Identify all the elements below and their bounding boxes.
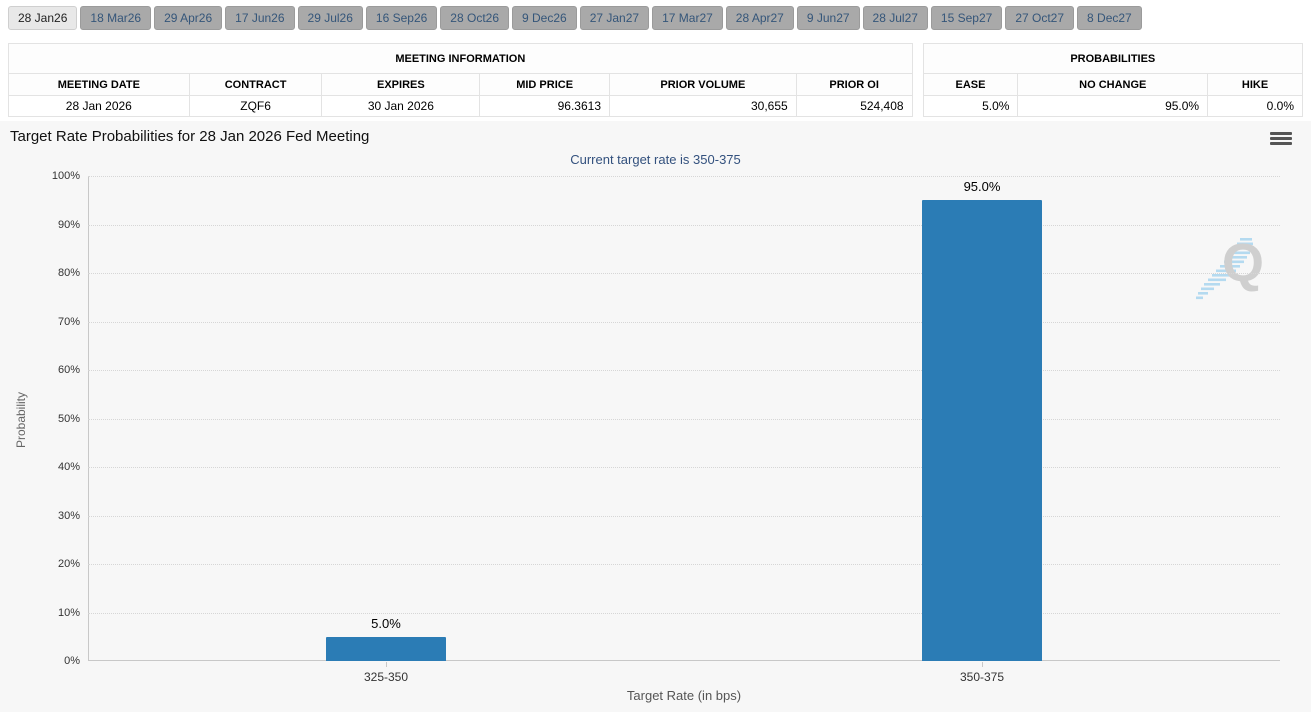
meeting-date-tab-bar: 28 Jan26 18 Mar26 29 Apr26 17 Jun26 29 Jul26… <box>0 0 1311 34</box>
meeting-table-value-cell: 30 Jan 2026 <box>321 95 481 117</box>
summary-tables-row: MEETING INFORMATION MEETING DATE CONTRACT E… <box>8 43 1304 117</box>
meeting-information-table: MEETING INFORMATION MEETING DATE CONTRACT E… <box>8 43 913 117</box>
y-axis-tick-label: 0% <box>64 655 80 667</box>
meeting-table-value-cell: 96.3613 <box>479 95 611 117</box>
y-gridline <box>88 612 1280 614</box>
y-axis-tick-label: 60% <box>57 364 80 376</box>
y-gridline <box>88 224 1280 226</box>
y-gridline <box>88 273 1280 274</box>
meeting-table-column-header: EXPIRES <box>321 73 481 96</box>
y-gridline <box>88 370 1280 371</box>
prob-table-column-header: HIKE <box>1207 73 1303 96</box>
y-axis-tick-label: 40% <box>57 461 80 473</box>
prob-table-value-cell: 95.0% <box>1017 95 1209 117</box>
x-axis-category-label: 350-375 <box>959 670 1005 684</box>
y-gridline <box>88 515 1280 517</box>
meeting-date-tab[interactable]: 8 Dec27 <box>1077 6 1142 30</box>
meeting-date-tab[interactable]: 16 Sep26 <box>365 6 438 30</box>
meeting-table-column-header: MEETING DATE <box>8 73 190 96</box>
meeting-table-column-header: CONTRACT <box>188 73 323 96</box>
probability-bar[interactable] <box>326 636 446 661</box>
y-axis-tick-label: 50% <box>57 412 80 425</box>
y-axis-tick-label: 100% <box>51 170 80 182</box>
prob-table-column-header: EASE <box>922 73 1019 96</box>
y-gridline <box>88 418 1280 420</box>
y-axis-tick-label: 30% <box>57 509 80 522</box>
watermark-q-letter: Q <box>1221 233 1264 293</box>
probabilities-table: PROBABILITIES EASE NO CHANGE HIKE 5.0% 95.0% 0… <box>922 43 1304 117</box>
y-axis-tick-label: 70% <box>57 315 80 328</box>
y-axis-tick-label: 80% <box>57 267 80 279</box>
y-gridline <box>88 467 1280 468</box>
meeting-date-tab[interactable]: 27 Jan27 <box>579 6 650 30</box>
prob-table-value-cell: 0.0% <box>1207 95 1303 117</box>
bar-value-label: 5.0% <box>371 615 401 631</box>
y-gridline <box>88 321 1280 323</box>
meeting-date-tab[interactable]: 28 Oct26 <box>440 6 509 30</box>
meeting-date-tab[interactable]: 28 Jan26 <box>8 6 78 30</box>
meeting-date-tab[interactable]: 28 Jul27 <box>862 6 928 30</box>
x-axis-category-label: 325-350 <box>363 670 409 684</box>
y-axis-tick-label: 20% <box>57 558 80 570</box>
prob-table-column-header: NO CHANGE <box>1017 73 1209 96</box>
meeting-date-tab[interactable]: 29 Jul26 <box>297 6 363 30</box>
table-row: 5.0% 95.0% 0.0% <box>922 95 1303 117</box>
y-axis-tick-label: 10% <box>57 606 80 619</box>
x-axis-tick <box>386 662 387 667</box>
meeting-table-group-header: MEETING INFORMATION <box>8 43 913 74</box>
y-gridline <box>88 564 1280 565</box>
table-row: 28 Jan 2026 ZQF6 30 Jan 2026 96.3613 30,655 5… <box>8 95 913 117</box>
chart-subtitle: Current target rate is 350-375 <box>570 152 741 167</box>
meeting-date-tab[interactable]: 27 Oct27 <box>1005 6 1075 30</box>
prob-table-group-header: PROBABILITIES <box>922 43 1304 74</box>
chart-container: Target Rate Probabilities for 28 Jan 202… <box>0 121 1311 712</box>
meeting-table-column-header: MID PRICE <box>479 73 611 96</box>
hamburger-icon <box>1270 132 1292 135</box>
meeting-table-value-cell: ZQF6 <box>188 95 323 117</box>
x-axis-title: Target Rate (in bps) <box>626 688 742 703</box>
meeting-date-tab[interactable]: 15 Sep27 <box>930 6 1003 30</box>
meeting-date-tab[interactable]: 28 Apr27 <box>725 6 794 30</box>
meeting-date-tab[interactable]: 9 Jun27 <box>796 6 860 30</box>
prob-table-value-cell: 5.0% <box>922 95 1019 117</box>
meeting-table-value-cell: 524,408 <box>795 95 913 117</box>
y-axis-tick-label: 90% <box>57 218 80 231</box>
y-gridline <box>88 176 1280 177</box>
meeting-table-column-header: PRIOR OI <box>795 73 913 96</box>
watermark-stripes-icon <box>1196 238 1253 300</box>
meeting-date-tab[interactable]: 9 Dec26 <box>512 6 577 30</box>
meeting-date-tab[interactable]: 17 Jun26 <box>225 6 295 30</box>
meeting-table-column-header: PRIOR VOLUME <box>609 73 797 96</box>
x-axis-tick <box>982 662 983 667</box>
chart-title: Target Rate Probabilities for 28 Jan 202… <box>10 128 370 145</box>
bar-value-label: 95.0% <box>963 179 1001 195</box>
meeting-date-tab[interactable]: 17 Mar27 <box>652 6 723 30</box>
probability-bar[interactable] <box>922 200 1042 661</box>
meeting-date-tab[interactable]: 18 Mar26 <box>80 6 152 30</box>
meeting-table-value-cell: 30,655 <box>609 95 797 117</box>
quikstrike-watermark: Q <box>1194 233 1266 302</box>
meeting-table-value-cell: 28 Jan 2026 <box>8 95 190 117</box>
chart-context-menu-button[interactable] <box>1270 132 1292 150</box>
meeting-date-tab[interactable]: 29 Apr26 <box>154 6 223 30</box>
